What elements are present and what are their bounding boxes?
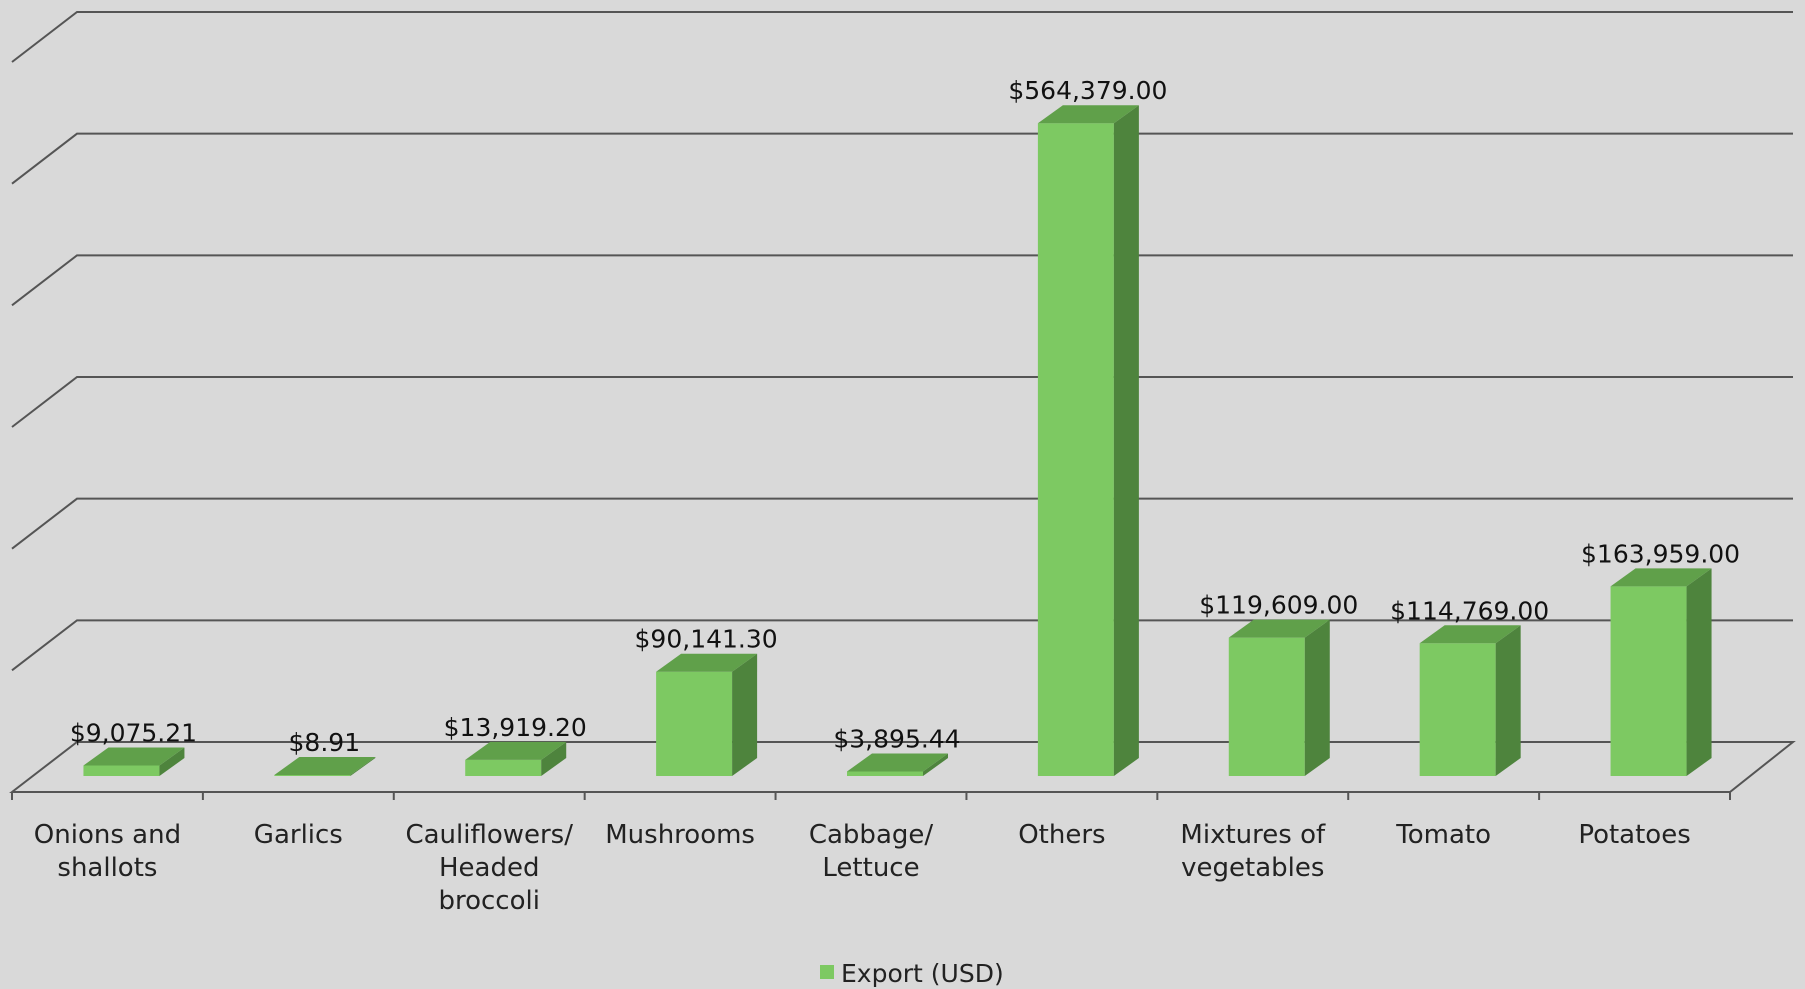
bar-side	[923, 753, 948, 776]
category-label: Lettuce	[822, 853, 919, 883]
bar-side	[350, 757, 376, 776]
bar-side	[159, 747, 185, 776]
category-label: shallots	[57, 853, 157, 883]
bar-top	[465, 741, 567, 760]
gridline	[11, 376, 1793, 428]
data-label: $8.91	[289, 728, 361, 757]
bar-front	[274, 775, 351, 776]
category-label: Tomato	[1395, 820, 1491, 850]
bar-top	[1419, 625, 1521, 644]
bar-top	[1228, 619, 1330, 638]
bar	[1228, 619, 1330, 776]
gridline	[11, 254, 1793, 307]
bar-front	[1610, 586, 1687, 776]
category-label: Potatoes	[1578, 820, 1690, 850]
category-label: Garlics	[254, 820, 343, 850]
bar	[656, 653, 758, 776]
category-label: Mushrooms	[605, 820, 755, 850]
gridlines	[11, 11, 1793, 672]
data-label: $114,769.00	[1390, 596, 1549, 625]
data-label: $90,141.30	[635, 625, 778, 654]
bars	[83, 105, 1712, 777]
bar-side	[1495, 625, 1521, 776]
bar-front	[847, 771, 923, 776]
bar-front	[656, 671, 733, 776]
bar	[465, 741, 567, 776]
category-label: Cauliflowers/	[405, 820, 573, 850]
category-label: Onions and	[34, 820, 181, 850]
bar	[847, 753, 948, 776]
bar	[83, 747, 185, 776]
category-label: Headed	[439, 853, 539, 883]
gridline	[11, 497, 1793, 550]
data-label: $13,919.20	[444, 713, 587, 742]
bar-top	[847, 753, 948, 772]
gridline	[11, 11, 1793, 63]
bar-top	[274, 757, 376, 775]
bar-front	[83, 765, 160, 776]
data-label: $9,075.21	[70, 719, 197, 748]
legend: Export (USD)	[820, 959, 1004, 988]
gridline	[11, 132, 1793, 185]
legend-label: Export (USD)	[841, 959, 1004, 988]
bar-side	[541, 741, 567, 776]
category-label: Others	[1018, 820, 1105, 850]
category-label: Cabbage/	[809, 820, 934, 850]
bar-top	[1610, 568, 1712, 587]
chart-floor	[9, 741, 1796, 800]
bar-side	[1686, 568, 1712, 776]
bar-front	[1419, 643, 1496, 776]
category-label: broccoli	[438, 886, 539, 916]
category-label: vegetables	[1181, 853, 1324, 883]
bar	[1419, 625, 1521, 776]
gridline	[11, 619, 1793, 672]
bar-side	[732, 653, 758, 776]
category-label: Mixtures of	[1180, 820, 1326, 850]
data-label: $3,895.44	[833, 724, 960, 753]
data-label: $163,959.00	[1581, 539, 1740, 568]
bar-front	[1228, 637, 1305, 776]
legend-swatch	[820, 965, 834, 979]
bar-top	[656, 653, 758, 672]
bar	[1610, 568, 1712, 776]
bar-side	[1113, 105, 1139, 777]
data-label: $119,609.00	[1199, 591, 1358, 620]
bar-top	[1037, 105, 1139, 124]
bar	[1037, 105, 1139, 777]
bar	[274, 757, 376, 776]
bar-front	[1037, 123, 1114, 777]
data-labels: $9,075.21 $8.91 $13,919.20 $90,141.30 $3,895…	[70, 76, 1740, 757]
bar-top	[83, 747, 185, 766]
bar-side	[1304, 619, 1330, 776]
bar-front	[465, 759, 542, 776]
data-label: $564,379.00	[1008, 76, 1167, 105]
